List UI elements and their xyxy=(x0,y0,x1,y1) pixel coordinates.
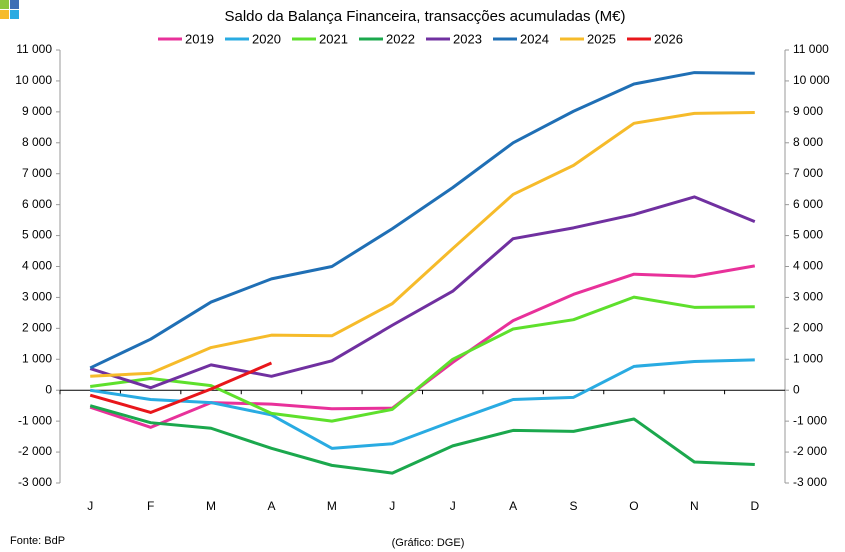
legend-label: 2020 xyxy=(252,31,281,46)
y-tick-label: 9 000 xyxy=(22,104,52,118)
y-tick-label: 10 000 xyxy=(15,73,52,87)
series-line xyxy=(89,358,755,450)
series-line xyxy=(90,295,755,423)
y2-tick-label: 2 000 xyxy=(793,321,823,335)
y2-tick-label: 0 xyxy=(793,382,800,396)
y2-tick-label: -3 000 xyxy=(793,475,827,489)
series-line xyxy=(90,110,755,378)
logo xyxy=(0,0,9,9)
logo xyxy=(10,0,19,9)
y2-tick-label: 6 000 xyxy=(793,197,823,211)
y-tick-label: 11 000 xyxy=(16,42,52,56)
y-tick-label: 1 000 xyxy=(22,351,52,365)
x-tick-label: A xyxy=(267,499,275,513)
legend-label: 2026 xyxy=(654,31,683,46)
y-tick-label: 8 000 xyxy=(22,135,52,149)
series-line xyxy=(89,195,756,390)
legend-label: 2021 xyxy=(319,31,348,46)
legend-label: 2022 xyxy=(386,31,415,46)
x-tick-label: J xyxy=(450,499,456,513)
x-tick-label: M xyxy=(327,499,337,513)
y-tick-label: 2 000 xyxy=(22,321,52,335)
x-tick-label: J xyxy=(389,499,395,513)
x-tick-label: N xyxy=(690,499,699,513)
legend-label: 2019 xyxy=(185,31,214,46)
y2-tick-label: 9 000 xyxy=(793,104,823,118)
series-line xyxy=(89,361,273,414)
legend-label: 2023 xyxy=(453,31,482,46)
y-tick-label: -3 000 xyxy=(18,475,52,489)
y2-tick-label: 8 000 xyxy=(793,135,823,149)
y-tick-label: 7 000 xyxy=(22,166,52,180)
legend-label: 2024 xyxy=(520,31,549,46)
x-tick-label: J xyxy=(87,499,93,513)
y-tick-label: 0 xyxy=(45,382,52,396)
series-line xyxy=(89,264,756,429)
series-line xyxy=(89,404,755,475)
series-line xyxy=(89,71,755,370)
y2-tick-label: 1 000 xyxy=(793,351,823,365)
y-tick-label: 3 000 xyxy=(22,290,52,304)
y2-tick-label: 4 000 xyxy=(793,259,823,273)
y-tick-label: 4 000 xyxy=(22,259,52,273)
credit: (Gráfico: DGE) xyxy=(392,537,465,549)
x-tick-label: O xyxy=(629,499,638,513)
y2-tick-label: -2 000 xyxy=(793,444,827,458)
y2-tick-label: 11 000 xyxy=(793,42,829,56)
x-tick-label: F xyxy=(147,499,154,513)
y2-tick-label: 3 000 xyxy=(793,290,823,304)
y-tick-label: -2 000 xyxy=(18,444,52,458)
y2-tick-label: 10 000 xyxy=(793,73,830,87)
chart-title: Saldo da Balança Financeira, transacções… xyxy=(224,8,625,25)
y-tick-label: 6 000 xyxy=(22,197,52,211)
y2-tick-label: 7 000 xyxy=(793,166,823,180)
logo xyxy=(10,10,19,19)
source: Fonte: BdP xyxy=(10,535,65,547)
y2-tick-label: 5 000 xyxy=(793,228,823,242)
y2-tick-label: -1 000 xyxy=(793,413,827,427)
y-tick-label: 5 000 xyxy=(22,228,52,242)
x-tick-label: A xyxy=(509,499,517,513)
logo xyxy=(0,10,9,19)
legend-label: 2025 xyxy=(587,31,616,46)
x-tick-label: S xyxy=(570,499,578,513)
y-tick-label: -1 000 xyxy=(18,413,52,427)
x-tick-label: M xyxy=(206,499,216,513)
x-tick-label: D xyxy=(750,499,759,513)
